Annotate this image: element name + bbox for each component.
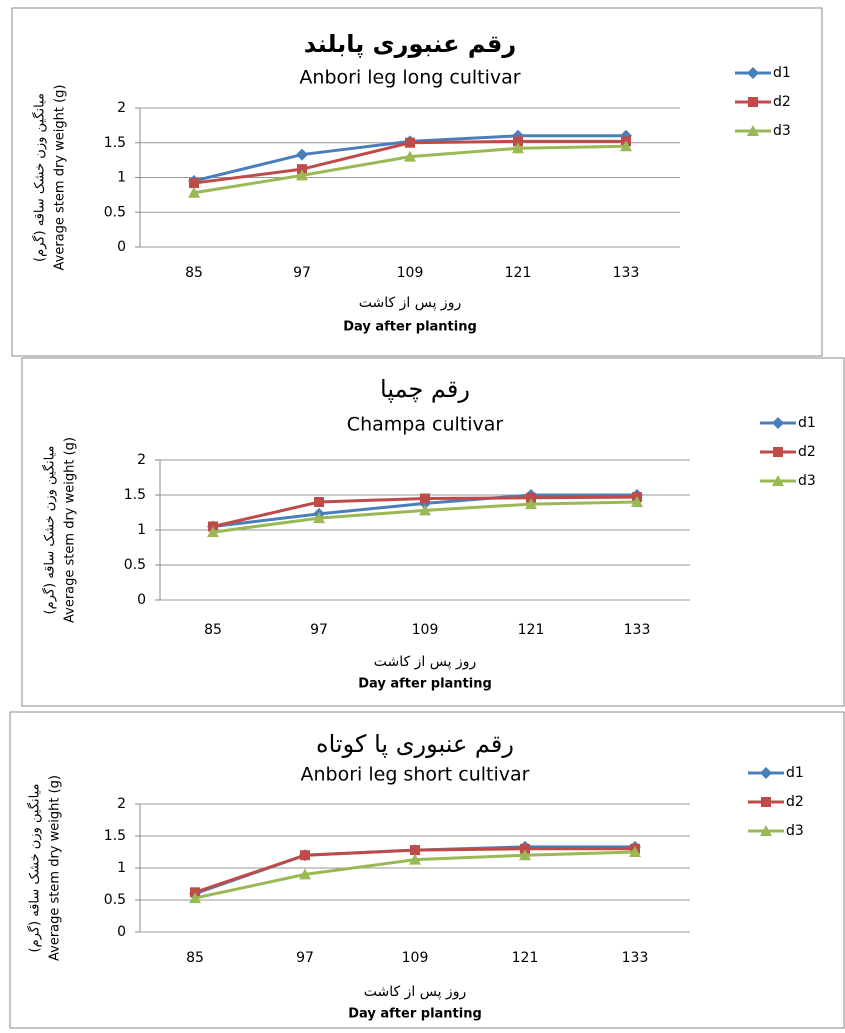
y-axis-label: Average stem dry weight (g) [48, 775, 63, 961]
y-tick-label: 0 [117, 239, 126, 255]
x-tick-label: 121 [505, 265, 532, 281]
x-axis-label: Day after planting [348, 1007, 482, 1022]
x-axis-label: روز پس از کاشت [374, 654, 476, 670]
marker [296, 148, 308, 161]
marker [409, 853, 421, 865]
legend-label: d3 [798, 473, 816, 489]
x-axis-label: روز پس از کاشت [359, 295, 461, 311]
legend-label: d2 [786, 794, 804, 810]
chart: رقم چمپا Champa cultivar میانگین وزن خشک س… [21, 357, 845, 707]
x-tick-label: 97 [296, 950, 314, 966]
legend-label: d1 [798, 415, 816, 431]
marker [526, 492, 536, 503]
marker [519, 849, 531, 861]
marker [620, 140, 632, 152]
marker [761, 797, 771, 807]
x-tick-label: 97 [310, 622, 328, 638]
y-tick-label: 0 [137, 592, 146, 608]
y-tick-label: 1 [117, 170, 126, 186]
x-axis-label: روز پس از کاشت [364, 984, 466, 1000]
chart-border [21, 357, 845, 707]
marker [313, 512, 325, 524]
x-axis-label: Day after planting [343, 320, 477, 335]
x-tick-label: 85 [204, 622, 222, 638]
y-tick-label: 1.5 [124, 487, 146, 503]
y-axis-label: میانگین وزن خشک ساقه (گرم) [32, 93, 48, 262]
chart-title: رقم عنبوری پابلند [304, 30, 516, 58]
x-tick-label: 109 [412, 622, 439, 638]
marker [420, 493, 430, 504]
y-axis-label: میانگین وزن خشک ساقه (گرم) [27, 784, 43, 953]
y-tick-label: 1 [117, 860, 126, 876]
y-tick-label: 0.5 [124, 557, 146, 573]
chart-subtitle: Anbori leg short cultivar [301, 764, 530, 786]
marker [207, 526, 219, 538]
marker [525, 498, 537, 510]
legend-label: d3 [773, 123, 791, 139]
legend-label: d3 [786, 823, 804, 839]
x-tick-label: 133 [613, 265, 640, 281]
y-axis-label: میانگین وزن خشک ساقه (گرم) [42, 446, 58, 615]
legend-label: d1 [786, 765, 804, 781]
y-tick-label: 2 [137, 452, 146, 468]
chart-title: رقم چمپا [380, 375, 470, 403]
marker [513, 136, 523, 147]
marker [772, 417, 784, 429]
marker [405, 137, 415, 148]
marker [760, 767, 772, 779]
legend-label: d1 [773, 65, 791, 81]
chart-subtitle: Champa cultivar [347, 414, 504, 436]
marker [188, 186, 200, 198]
marker [299, 868, 311, 880]
y-tick-label: 1.5 [104, 828, 126, 844]
chart-border [9, 711, 845, 1029]
x-tick-label: 121 [518, 622, 545, 638]
x-tick-label: 85 [186, 950, 204, 966]
marker [419, 504, 431, 516]
marker [629, 846, 641, 857]
y-axis-label: Average stem dry weight (g) [63, 437, 78, 623]
marker [189, 178, 199, 189]
y-tick-label: 1 [137, 522, 146, 538]
x-tick-label: 109 [397, 265, 424, 281]
legend-label: d2 [773, 94, 791, 110]
chart: رقم عنبوری پابلند Anbori leg long cultiva… [11, 7, 823, 357]
marker [747, 67, 759, 79]
y-tick-label: 0.5 [104, 892, 126, 908]
y-axis-label: Average stem dry weight (g) [53, 85, 68, 271]
marker [189, 892, 201, 904]
marker [300, 850, 310, 861]
x-tick-label: 85 [185, 265, 203, 281]
x-tick-label: 133 [622, 950, 649, 966]
marker [296, 169, 308, 181]
marker [410, 845, 420, 856]
y-tick-label: 2 [117, 796, 126, 812]
marker [773, 447, 783, 457]
marker [404, 150, 416, 162]
y-tick-label: 1.5 [104, 135, 126, 151]
legend-label: d2 [798, 444, 816, 460]
marker [772, 475, 784, 486]
marker [747, 125, 759, 136]
chart-title: رقم عنبوری پا کوتاه [316, 730, 514, 758]
chart: رقم عنبوری پا کوتاه Anbori leg short cult… [9, 711, 845, 1029]
marker [760, 825, 772, 836]
marker [512, 142, 524, 154]
x-tick-label: 133 [624, 622, 651, 638]
y-tick-label: 0 [117, 924, 126, 940]
marker [297, 164, 307, 175]
marker [748, 97, 758, 107]
x-tick-label: 109 [402, 950, 429, 966]
marker [520, 843, 530, 854]
chart-subtitle: Anbori leg long cultivar [299, 67, 520, 89]
x-tick-label: 121 [512, 950, 539, 966]
y-tick-label: 0.5 [104, 204, 126, 220]
marker [314, 497, 324, 507]
chart-border [11, 7, 823, 357]
marker [631, 496, 643, 507]
x-axis-label: Day after planting [358, 677, 492, 692]
x-tick-label: 97 [293, 265, 311, 281]
y-tick-label: 2 [117, 100, 126, 116]
